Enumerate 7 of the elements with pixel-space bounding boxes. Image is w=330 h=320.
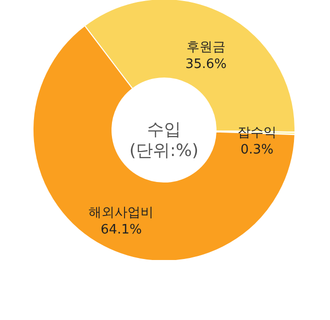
data-label: 64.1% — [100, 222, 142, 238]
data-label: 35.6% — [185, 57, 227, 72]
slice-label: 후원금 — [186, 40, 226, 56]
text: 수입 — [147, 120, 181, 140]
data-label: 0.3% — [240, 142, 274, 158]
text: (단위:%) — [129, 141, 199, 161]
slice-label: 해외사업비 — [88, 206, 154, 221]
